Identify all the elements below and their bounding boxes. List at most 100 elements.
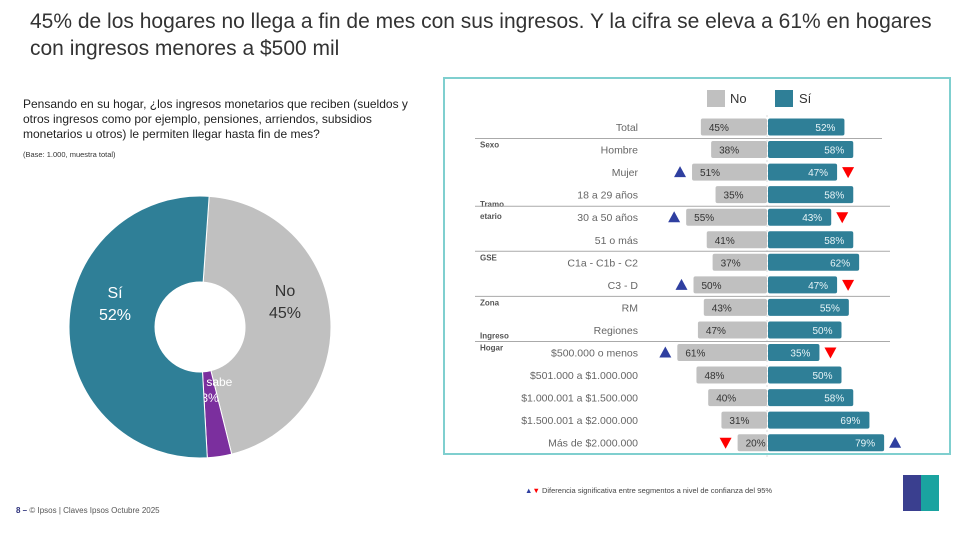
bar-no-value: 37%	[721, 258, 741, 269]
row-label: $501.000 a $1.000.000	[530, 370, 638, 382]
triangle-up-icon	[889, 436, 902, 448]
bar-si-value: 50%	[812, 326, 832, 337]
bar-no	[711, 141, 767, 159]
legend-swatch-si	[775, 90, 793, 107]
bar-si-value: 79%	[855, 439, 875, 450]
bar-no	[737, 434, 767, 452]
group-label: GSE	[480, 253, 498, 262]
bar-si-value: 58%	[824, 236, 844, 247]
triangle-up-icon	[675, 278, 688, 290]
bar-no-value: 40%	[716, 394, 736, 405]
donut-slice-no	[202, 195, 332, 455]
row-label: Más de $2.000.000	[548, 438, 638, 450]
bar-no-value: 41%	[715, 236, 735, 247]
bar-no-value: 38%	[719, 146, 739, 157]
bar-no	[708, 389, 767, 407]
bar-si-value: 50%	[812, 371, 832, 382]
bar-no-value: 61%	[685, 349, 705, 360]
triangle-down-icon	[824, 347, 837, 359]
bar-si	[768, 389, 854, 407]
sample-base: (Base: 1.000, muestra total)	[23, 150, 116, 159]
triangle-down-icon	[836, 212, 849, 224]
row-label: C1a - C1b - C2	[567, 257, 638, 269]
row-label: $500.000 o menos	[551, 348, 638, 360]
bar-no	[712, 253, 767, 271]
bar-no	[700, 118, 767, 136]
bar-si	[768, 276, 838, 294]
bar-si-value: 69%	[840, 416, 860, 427]
triangle-down-icon	[842, 279, 855, 291]
bar-si-value: 52%	[815, 123, 835, 134]
bar-no	[721, 411, 767, 429]
footer-text: © Ipsos | Claves Ipsos Octubre 2025	[29, 506, 160, 515]
triangle-up-icon	[674, 166, 687, 178]
bar-no	[703, 298, 767, 316]
bar-si	[768, 321, 842, 339]
slice-value: 52%	[99, 307, 131, 324]
bar-si-value: 62%	[830, 258, 850, 269]
triangle-down-icon	[842, 167, 855, 179]
bar-si	[768, 253, 860, 271]
donut-slice-sí	[68, 195, 210, 459]
bar-si	[768, 118, 845, 136]
page-title: 45% de los hogares no llega a fin de mes…	[30, 10, 932, 60]
note-text: Diferencia significativa entre segmentos…	[541, 486, 773, 495]
slice-value: 3%	[201, 391, 219, 405]
bar-no-value: 43%	[712, 303, 732, 314]
bar-si	[768, 411, 870, 429]
bar-no-value: 55%	[694, 213, 714, 224]
legend-swatch-no	[707, 90, 725, 107]
row-label: RM	[622, 302, 638, 314]
row-label: $1.000.001 a $1.500.000	[521, 393, 638, 405]
bar-no-value: 47%	[706, 326, 726, 337]
row-label: Total	[616, 122, 638, 134]
row-label: 18 a 29 años	[577, 190, 638, 202]
bar-si-value: 58%	[824, 394, 844, 405]
group-label: Sexo	[480, 141, 499, 150]
bar-si	[768, 163, 838, 181]
group-label: Hogar	[480, 344, 503, 353]
ipsos-logo	[903, 475, 939, 511]
bar-si	[768, 231, 854, 249]
bar-no	[697, 321, 767, 339]
triangle-up-icon	[659, 346, 672, 358]
bar-si-value: 35%	[790, 349, 810, 360]
significance-note: ▲▼ Diferencia significativa entre segmen…	[525, 486, 772, 495]
bar-si	[768, 366, 842, 384]
bar-si	[768, 186, 854, 204]
row-label: Mujer	[612, 167, 639, 179]
bar-no	[693, 276, 767, 294]
bar-si	[768, 208, 832, 226]
bar-no-value: 31%	[729, 416, 749, 427]
bar-no-value: 45%	[709, 123, 729, 134]
row-label: 51 o más	[595, 235, 638, 247]
bar-no-value: 51%	[700, 168, 720, 179]
bar-no-value: 20%	[746, 439, 766, 450]
page-number: 8 –	[16, 506, 28, 515]
bar-si-value: 58%	[824, 146, 844, 157]
segment-panel: No Sí Total 45% 52% Sexo Hombre 38% 58% Mujer 51% 4…	[443, 77, 951, 457]
bar-no-value: 48%	[704, 371, 724, 382]
footer: 8 – © Ipsos | Claves Ipsos Octubre 2025	[16, 506, 160, 515]
bar-si-value: 43%	[802, 213, 822, 224]
survey-question: Pensando en su hogar, ¿los ingresos mone…	[23, 97, 408, 141]
bar-no-value: 35%	[724, 191, 744, 202]
slice-label: No	[275, 283, 296, 300]
bar-no	[715, 186, 767, 204]
bar-si	[768, 344, 820, 361]
bar-no	[692, 163, 767, 181]
row-label: C3 - D	[608, 280, 639, 292]
legend-label-no: No	[730, 91, 747, 106]
bar-no	[686, 208, 767, 226]
group-label: Tramo	[480, 200, 504, 209]
row-label: $1.500.001 a $2.000.000	[521, 415, 638, 427]
slice-label: Sí	[107, 285, 123, 302]
group-label: Ingreso	[480, 332, 509, 341]
bar-si-value: 47%	[808, 281, 828, 292]
row-label: Regiones	[594, 325, 638, 337]
up-down-triangle-icon: ▲▼	[525, 486, 540, 495]
bar-si	[768, 141, 854, 159]
group-label: Zona	[480, 298, 500, 307]
bar-si-value: 55%	[820, 303, 840, 314]
bar-si-value: 58%	[824, 191, 844, 202]
